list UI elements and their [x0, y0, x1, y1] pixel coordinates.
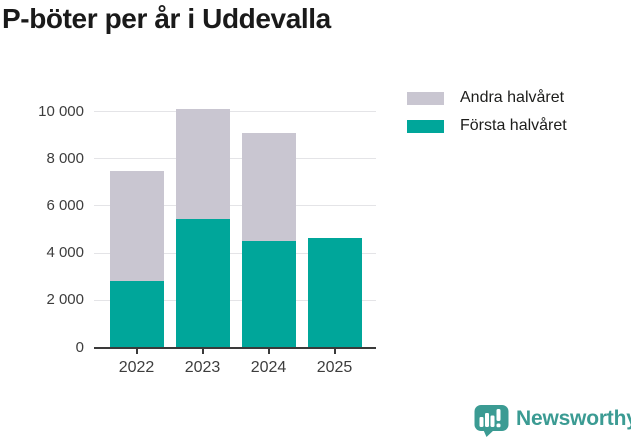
bar-2023-andra-halvaret [175, 109, 230, 219]
legend-label-forsta-halvaret: Första halvåret [460, 117, 567, 134]
bar-2022-forsta-halvaret [109, 281, 164, 348]
gridline-2000 [94, 299, 376, 301]
x-tick-label-2025: 2025 [316, 359, 353, 376]
bar-2023-forsta-halvaret [175, 218, 230, 348]
gridline-10000 [94, 111, 376, 112]
bar-2024-andra-halvaret [241, 132, 296, 242]
y-tick-label-6000: 6 000 [46, 196, 84, 214]
newsworthy-logo: Newsworthy [474, 401, 631, 437]
gridline-6000 [94, 205, 376, 207]
legend-label-andra-halvaret: Andra halvåret [460, 89, 565, 106]
y-tick-label-10000: 10 000 [38, 102, 84, 120]
x-tick-label-2023: 2023 [184, 359, 221, 376]
x-tick-label-2022: 2022 [118, 359, 155, 376]
bar-2022-andra-halvaret [109, 170, 164, 282]
x-tick-2024 [267, 348, 270, 354]
y-tick-label-0: 0 [75, 338, 84, 356]
legend-swatch-forsta-halvaret [407, 119, 444, 133]
x-tick-2023 [201, 348, 204, 354]
y-tick-label-8000: 8 000 [46, 149, 84, 167]
gridline-4000 [94, 252, 376, 254]
chart-title: P-böter per år i Uddevalla [2, 3, 331, 34]
y-tick-label-2000: 2 000 [46, 291, 84, 309]
newsworthy-wordmark: Newsworthy [516, 407, 631, 430]
x-tick-2025 [333, 348, 336, 354]
x-tick-2022 [135, 348, 138, 354]
gridline-8000 [94, 158, 376, 160]
bar-2025-forsta-halvaret [307, 237, 362, 348]
legend-item-andra-halvaret: Andra halvåret [407, 87, 567, 109]
legend-swatch-andra-halvaret [407, 91, 444, 105]
newsworthy-bubble-chart-icon [474, 405, 509, 437]
bar-2024-forsta-halvaret [241, 241, 296, 348]
x-axis-line [94, 346, 376, 349]
legend: Andra halvåret Första halvåret [407, 87, 567, 143]
legend-item-forsta-halvaret: Första halvåret [407, 115, 567, 137]
y-tick-label-4000: 4 000 [46, 244, 84, 262]
x-tick-label-2024: 2024 [250, 359, 287, 376]
